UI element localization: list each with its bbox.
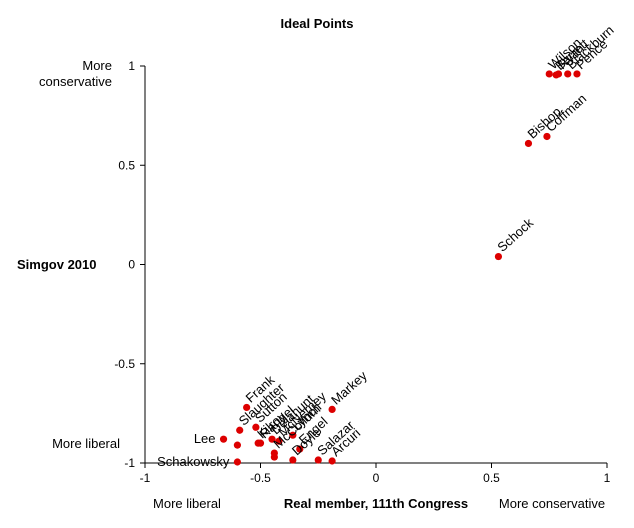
data-point: [289, 431, 297, 439]
data-point: [289, 456, 297, 464]
y-annotation-top-line: conservative: [39, 74, 112, 89]
y-tick-label: -0.5: [114, 357, 135, 371]
data-point: [268, 435, 276, 443]
x-tick-label: -1: [140, 471, 151, 485]
data-point: [296, 445, 304, 453]
data-point: [252, 423, 260, 431]
data-point: [270, 453, 278, 461]
data-point: [256, 439, 265, 447]
x-annotation-right: More conservative: [499, 496, 605, 511]
y-annotation-bottom: More liberal: [52, 436, 120, 451]
y-tick-label: 0.5: [118, 158, 135, 172]
data-point: [543, 132, 551, 141]
x-annotation-left: More liberal: [153, 496, 221, 511]
data-point: [233, 458, 241, 466]
data-point: [494, 252, 503, 261]
x-ticks: -1 -0.5 0 0.5 1: [140, 463, 611, 485]
x-tick-label: 0: [373, 471, 380, 485]
y-tick-label: 0: [128, 258, 135, 272]
data-point: [275, 437, 283, 445]
x-tick-label: 1: [604, 471, 611, 485]
data-labels: WilsonBarrettRyanBlackburnPenceBishopCof…: [157, 22, 617, 469]
data-label: Markey: [328, 368, 370, 408]
data-point: [243, 403, 251, 412]
data-point: [328, 405, 336, 414]
data-point: [328, 457, 336, 465]
data-label: Schakowsky: [157, 454, 230, 469]
y-axis-label: Simgov 2010: [17, 257, 97, 272]
x-axis-label: Real member, 111th Congress: [284, 496, 468, 511]
data-point: [564, 70, 572, 78]
data-point: [233, 441, 241, 449]
data-point: [573, 70, 581, 78]
x-tick-label: -0.5: [250, 471, 271, 485]
y-tick-label: -1: [124, 456, 135, 470]
data-point: [314, 456, 322, 464]
chart-title: Ideal Points: [281, 16, 354, 31]
data-point: [545, 70, 553, 78]
y-tick-label: 1: [128, 59, 135, 73]
y-ticks: 1 0.5 0 -0.5 -1: [114, 59, 145, 470]
data-label: Schock: [494, 215, 536, 255]
data-points: [219, 70, 581, 466]
y-annotation-top-line: More: [82, 58, 112, 73]
data-label: Lee: [194, 431, 216, 446]
data-point: [236, 426, 244, 434]
data-point: [524, 139, 533, 148]
data-point: [219, 435, 228, 443]
x-tick-label: 0.5: [483, 471, 500, 485]
data-point: [554, 70, 563, 78]
